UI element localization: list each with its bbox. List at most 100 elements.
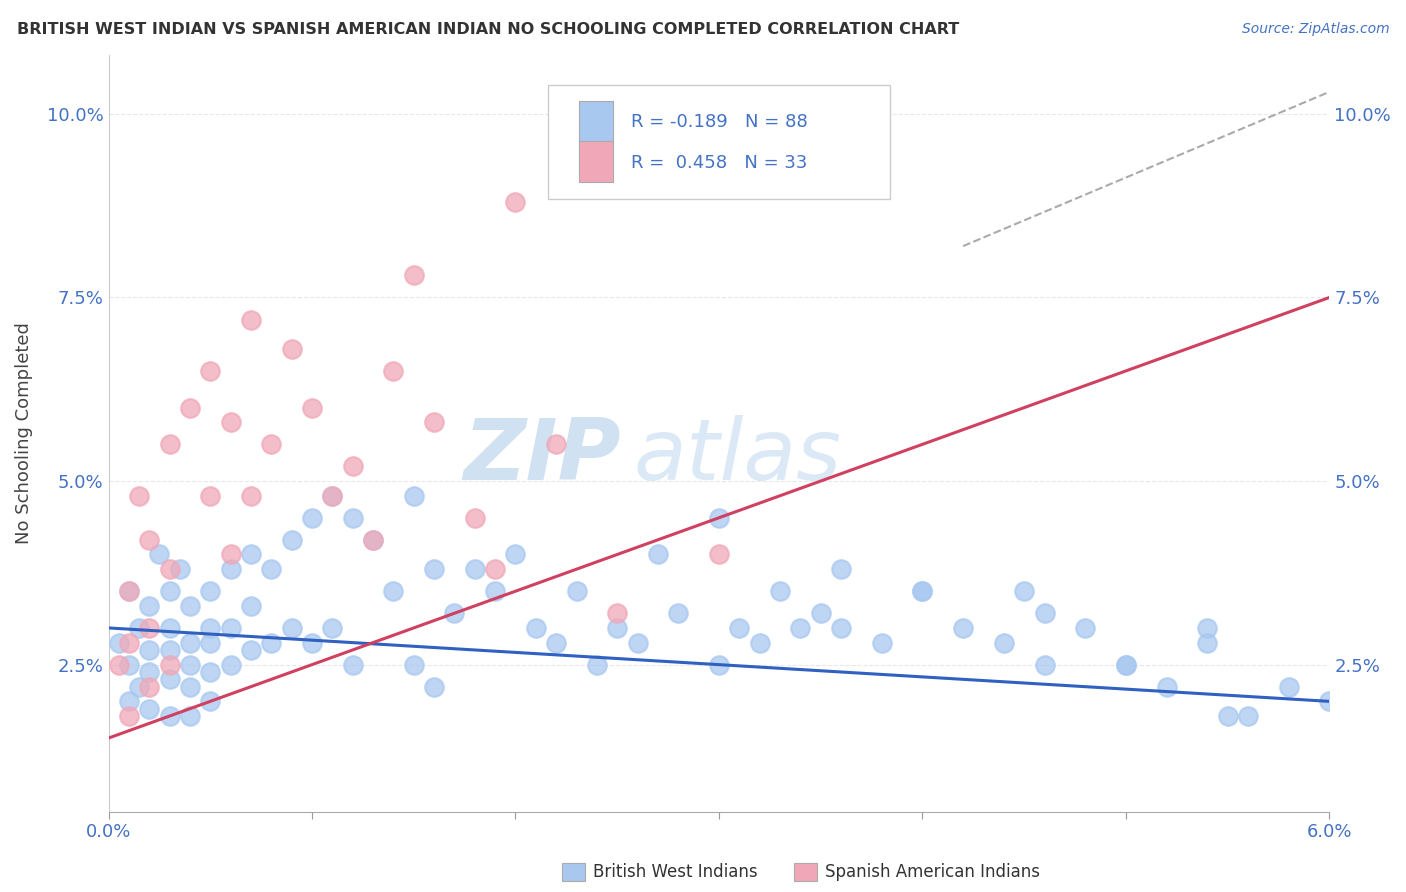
Point [239,312,262,326]
Text: R =  0.458   N = 33: R = 0.458 N = 33 [631,153,807,171]
Point [789,621,811,635]
Point [546,635,568,649]
Point [1033,606,1056,620]
Point [402,657,425,672]
Point [200,621,222,635]
Point [200,665,222,679]
Point [239,643,262,657]
FancyBboxPatch shape [578,101,613,142]
Point [280,533,302,547]
Point [219,548,242,562]
Point [1012,584,1035,599]
Point [1197,635,1219,649]
Point [159,673,181,687]
Point [769,584,792,599]
Point [107,635,129,649]
Point [260,635,283,649]
Point [1278,680,1301,694]
Point [748,635,770,649]
Point [138,621,160,635]
Point [118,694,141,708]
FancyBboxPatch shape [548,86,890,199]
Point [321,489,343,503]
Point [321,489,343,503]
Point [993,635,1015,649]
Point [280,342,302,356]
Point [138,665,160,679]
Point [647,548,669,562]
Text: atlas: atlas [634,415,841,498]
Point [484,562,506,576]
Point [239,489,262,503]
Point [159,657,181,672]
Point [830,562,852,576]
Point [301,635,323,649]
Point [1197,621,1219,635]
Point [260,437,283,451]
Point [1319,694,1341,708]
Point [301,401,323,415]
Point [239,599,262,613]
Point [565,584,588,599]
Point [128,621,150,635]
Point [159,709,181,723]
Point [870,635,893,649]
Point [1033,657,1056,672]
Point [1216,709,1239,723]
Point [911,584,934,599]
Point [342,657,364,672]
Point [301,510,323,524]
Text: Source: ZipAtlas.com: Source: ZipAtlas.com [1241,22,1389,37]
Point [239,548,262,562]
Text: British West Indians: British West Indians [593,863,758,881]
Point [179,657,201,672]
Point [118,584,141,599]
Point [179,635,201,649]
Point [169,562,191,576]
FancyBboxPatch shape [578,141,613,182]
Point [179,680,201,694]
Point [361,533,384,547]
Point [361,533,384,547]
Point [200,584,222,599]
Point [1237,709,1260,723]
Point [402,268,425,283]
Point [1156,680,1178,694]
Point [219,657,242,672]
Text: R = -0.189   N = 88: R = -0.189 N = 88 [631,112,808,131]
Point [128,680,150,694]
Point [464,562,486,576]
Point [118,709,141,723]
Point [200,635,222,649]
Point [606,606,628,620]
Point [107,657,129,672]
Point [219,562,242,576]
Point [382,584,405,599]
Point [159,643,181,657]
Point [321,621,343,635]
Point [200,364,222,378]
Point [179,401,201,415]
Y-axis label: No Schooling Completed: No Schooling Completed [15,322,32,544]
Point [626,635,648,649]
Text: ZIP: ZIP [464,415,621,498]
Point [1115,657,1137,672]
Point [606,621,628,635]
Point [810,606,832,620]
Text: Spanish American Indians: Spanish American Indians [825,863,1040,881]
Point [118,584,141,599]
Point [666,606,689,620]
Point [138,599,160,613]
Point [179,599,201,613]
Point [1115,657,1137,672]
Point [505,194,527,209]
Point [586,657,609,672]
Point [159,621,181,635]
Point [443,606,465,620]
Point [484,584,506,599]
Text: BRITISH WEST INDIAN VS SPANISH AMERICAN INDIAN NO SCHOOLING COMPLETED CORRELATIO: BRITISH WEST INDIAN VS SPANISH AMERICAN … [17,22,959,37]
Point [423,415,446,429]
Point [707,657,730,672]
Point [1074,621,1097,635]
Point [128,489,150,503]
